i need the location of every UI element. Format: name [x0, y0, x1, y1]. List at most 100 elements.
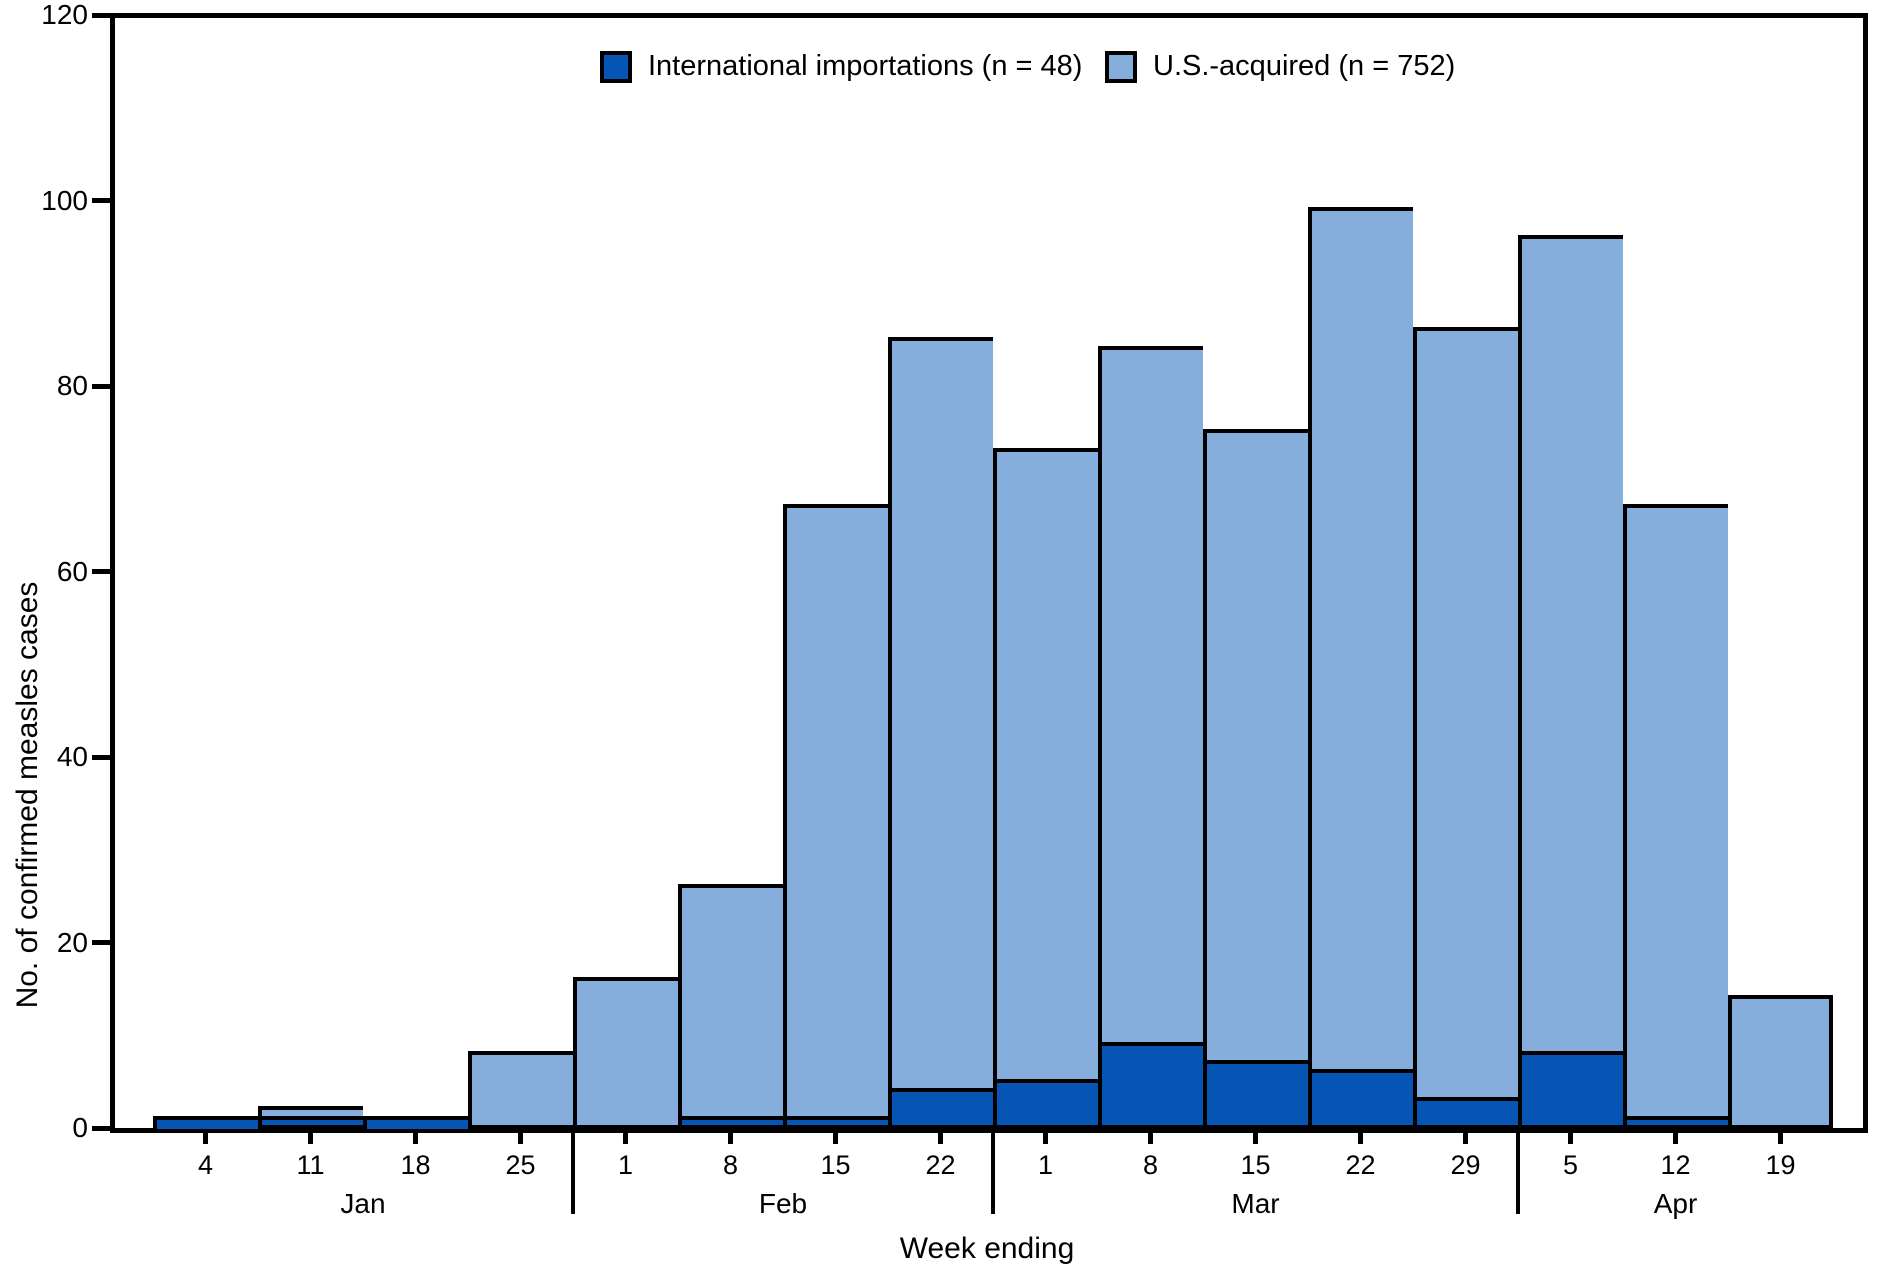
bar-week-8	[1098, 346, 1203, 1129]
bar-week-4	[153, 1116, 258, 1129]
segment-us-acquired	[892, 341, 993, 1088]
bar-week-25	[468, 1051, 573, 1129]
segment-us-acquired	[1522, 239, 1623, 1051]
x-tick	[938, 1130, 943, 1144]
bar-week-22	[1308, 207, 1413, 1129]
bar-week-18	[363, 1116, 468, 1129]
x-axis-title: Week ending	[899, 1232, 1075, 1265]
segment-international-importations	[682, 1116, 783, 1125]
segment-us-acquired	[472, 1055, 573, 1125]
x-tick	[1778, 1130, 1783, 1144]
segment-international-importations	[892, 1088, 993, 1125]
x-tick-label: 15	[1240, 1150, 1271, 1180]
x-tick-label: 29	[1450, 1150, 1481, 1180]
x-tick-label: 18	[400, 1150, 431, 1180]
y-tick-label: 20	[56, 926, 88, 958]
segment-international-importations	[367, 1120, 468, 1129]
x-tick-label: 22	[1345, 1150, 1376, 1180]
segment-international-importations	[997, 1079, 1098, 1125]
x-tick	[1463, 1130, 1468, 1144]
month-label-jan: Jan	[340, 1188, 386, 1219]
segment-international-importations	[1417, 1097, 1518, 1125]
y-tick-label: 80	[56, 370, 88, 401]
y-tick	[92, 940, 112, 945]
segment-international-importations	[1312, 1069, 1413, 1125]
y-tick	[92, 569, 112, 574]
y-tick-label: 40	[56, 741, 88, 772]
x-tick	[833, 1130, 838, 1144]
x-tick	[518, 1130, 523, 1144]
segment-international-importations	[1627, 1116, 1728, 1125]
bar-week-19	[1728, 995, 1833, 1129]
segment-international-importations	[1522, 1051, 1623, 1125]
bar-week-1	[993, 448, 1098, 1129]
x-tick-label: 8	[722, 1150, 739, 1180]
x-tick-label: 1	[617, 1150, 634, 1180]
x-tick	[1253, 1130, 1258, 1144]
bar-week-15	[783, 504, 888, 1129]
y-tick	[92, 198, 112, 203]
bar-week-15	[1203, 429, 1308, 1129]
y-tick-label: 120	[41, 0, 88, 30]
x-tick	[623, 1130, 628, 1144]
legend-label-international-importations: International importations (n = 48)	[648, 50, 1083, 82]
y-tick	[92, 754, 112, 760]
segment-international-importations	[262, 1116, 363, 1125]
x-tick-label: 4	[197, 1150, 214, 1180]
segment-international-importations	[157, 1120, 258, 1129]
segment-us-acquired	[1102, 350, 1203, 1042]
bar-week-29	[1413, 327, 1518, 1129]
x-tick	[1673, 1130, 1678, 1144]
segment-international-importations	[787, 1116, 888, 1125]
x-tick	[308, 1130, 313, 1144]
y-tick-label: 0	[72, 1112, 88, 1143]
plot-area	[110, 13, 1868, 1133]
legend-swatch-international-importations	[600, 50, 632, 83]
month-separator	[1516, 1128, 1520, 1214]
legend-item-us-acquired: U.S.-acquired (n = 752)	[1105, 50, 1455, 83]
month-separator	[571, 1128, 575, 1214]
month-label-mar: Mar	[1231, 1188, 1280, 1219]
segment-us-acquired	[262, 1110, 363, 1116]
month-separator	[991, 1128, 995, 1214]
x-tick	[1043, 1130, 1048, 1144]
x-tick	[728, 1130, 733, 1144]
segment-us-acquired	[1627, 508, 1728, 1116]
segment-us-acquired	[577, 981, 678, 1125]
segment-us-acquired	[682, 888, 783, 1116]
bar-week-11	[258, 1106, 363, 1129]
segment-us-acquired	[997, 452, 1098, 1079]
segment-us-acquired	[1732, 999, 1829, 1125]
x-tick	[1148, 1130, 1153, 1144]
y-tick-label: 60	[56, 555, 88, 587]
x-tick	[1358, 1130, 1363, 1144]
x-tick-label: 22	[925, 1150, 956, 1180]
y-tick	[92, 12, 112, 18]
segment-international-importations	[1207, 1060, 1308, 1125]
bar-week-22	[888, 337, 993, 1129]
segment-international-importations	[1102, 1042, 1203, 1125]
x-tick	[1568, 1130, 1573, 1144]
legend-label-us-acquired: U.S.-acquired (n = 752)	[1153, 50, 1456, 82]
y-tick-label: 100	[41, 184, 88, 216]
month-label-feb: Feb	[758, 1188, 808, 1219]
bar-week-8	[678, 884, 783, 1129]
x-tick-label: 8	[1142, 1150, 1159, 1180]
x-tick-label: 11	[296, 1150, 325, 1180]
x-tick-label: 12	[1660, 1150, 1691, 1180]
x-tick-label: 5	[1562, 1150, 1579, 1180]
segment-us-acquired	[1207, 433, 1308, 1060]
bar-week-5	[1518, 235, 1623, 1129]
segment-us-acquired	[1417, 331, 1518, 1097]
segment-us-acquired	[787, 508, 888, 1116]
bar-week-12	[1623, 504, 1728, 1129]
month-label-apr: Apr	[1653, 1188, 1698, 1219]
bar-week-1	[573, 977, 678, 1129]
y-tick	[92, 1125, 112, 1131]
legend-swatch-us-acquired	[1105, 50, 1137, 83]
x-tick-label: 25	[505, 1150, 536, 1180]
segment-us-acquired	[1312, 211, 1413, 1069]
x-tick	[413, 1130, 418, 1144]
legend-item-international-importations: International importations (n = 48)	[600, 50, 1082, 83]
